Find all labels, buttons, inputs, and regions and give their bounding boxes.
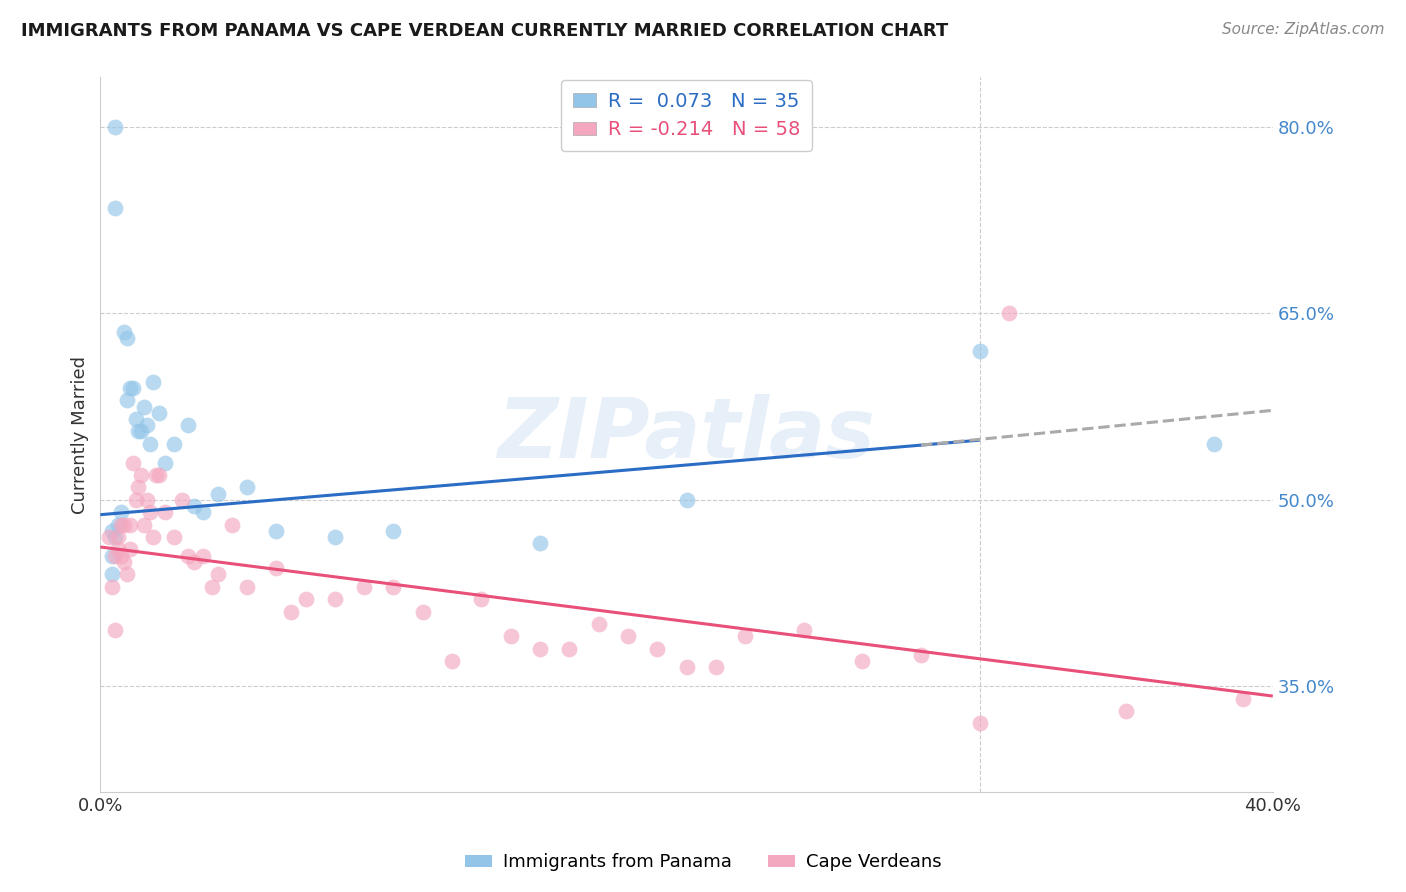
Point [441, 654, 464, 668]
Point [323, 592, 346, 607]
Point [236, 480, 259, 494]
Point [177, 418, 200, 433]
Point [153, 505, 176, 519]
Point [139, 437, 162, 451]
Point [112, 555, 135, 569]
Text: ZIPatlas: ZIPatlas [498, 394, 876, 475]
Point [139, 505, 162, 519]
Point [412, 605, 434, 619]
Point [104, 530, 127, 544]
Point [148, 467, 170, 482]
Point [110, 549, 132, 563]
Point [142, 530, 165, 544]
Point [127, 425, 149, 439]
Point [177, 549, 200, 563]
Point [207, 567, 229, 582]
Point [172, 492, 194, 507]
Point [110, 517, 132, 532]
Point [131, 425, 153, 439]
Point [112, 325, 135, 339]
Point [162, 530, 184, 544]
Point [104, 120, 127, 135]
Point [1115, 704, 1137, 718]
Point [910, 648, 932, 662]
Point [294, 592, 316, 607]
Point [131, 467, 153, 482]
Point [162, 437, 184, 451]
Point [121, 456, 143, 470]
Point [115, 393, 138, 408]
Point [134, 517, 156, 532]
Point [110, 505, 132, 519]
Point [645, 641, 668, 656]
Point [323, 530, 346, 544]
Point [101, 549, 124, 563]
Point [101, 524, 124, 538]
Point [107, 517, 129, 532]
Point [675, 660, 697, 674]
Point [134, 400, 156, 414]
Point [107, 530, 129, 544]
Point [121, 381, 143, 395]
Point [104, 549, 127, 563]
Point [98, 530, 121, 544]
Point [207, 486, 229, 500]
Point [104, 201, 127, 215]
Point [529, 641, 551, 656]
Point [236, 580, 259, 594]
Point [382, 580, 405, 594]
Point [382, 524, 405, 538]
Point [191, 505, 214, 519]
Point [118, 517, 141, 532]
Point [998, 306, 1021, 320]
Point [264, 524, 287, 538]
Point [675, 492, 697, 507]
Point [183, 555, 205, 569]
Point [101, 567, 124, 582]
Point [136, 492, 159, 507]
Point [104, 624, 127, 638]
Point [588, 617, 610, 632]
Point [191, 549, 214, 563]
Point [118, 381, 141, 395]
Legend: R =  0.073   N = 35, R = -0.214   N = 58: R = 0.073 N = 35, R = -0.214 N = 58 [561, 80, 811, 151]
Point [499, 629, 522, 643]
Point [115, 331, 138, 345]
Point [142, 375, 165, 389]
Point [529, 536, 551, 550]
Point [136, 418, 159, 433]
Point [280, 605, 302, 619]
Point [112, 517, 135, 532]
Point [107, 542, 129, 557]
Point [969, 716, 991, 731]
Point [201, 580, 224, 594]
Point [470, 592, 492, 607]
Point [148, 406, 170, 420]
Point [734, 629, 756, 643]
Point [221, 517, 243, 532]
Point [617, 629, 640, 643]
Text: Source: ZipAtlas.com: Source: ZipAtlas.com [1222, 22, 1385, 37]
Point [1232, 691, 1254, 706]
Point [124, 492, 146, 507]
Point [353, 580, 375, 594]
Point [115, 567, 138, 582]
Point [1204, 437, 1226, 451]
Point [704, 660, 727, 674]
Y-axis label: Currently Married: Currently Married [72, 356, 89, 514]
Point [851, 654, 873, 668]
Point [969, 343, 991, 358]
Legend: Immigrants from Panama, Cape Verdeans: Immigrants from Panama, Cape Verdeans [457, 847, 949, 879]
Point [183, 499, 205, 513]
Point [558, 641, 581, 656]
Point [124, 412, 146, 426]
Point [101, 580, 124, 594]
Point [153, 456, 176, 470]
Point [264, 561, 287, 575]
Point [127, 480, 149, 494]
Point [145, 467, 167, 482]
Text: IMMIGRANTS FROM PANAMA VS CAPE VERDEAN CURRENTLY MARRIED CORRELATION CHART: IMMIGRANTS FROM PANAMA VS CAPE VERDEAN C… [21, 22, 948, 40]
Point [793, 624, 815, 638]
Point [118, 542, 141, 557]
